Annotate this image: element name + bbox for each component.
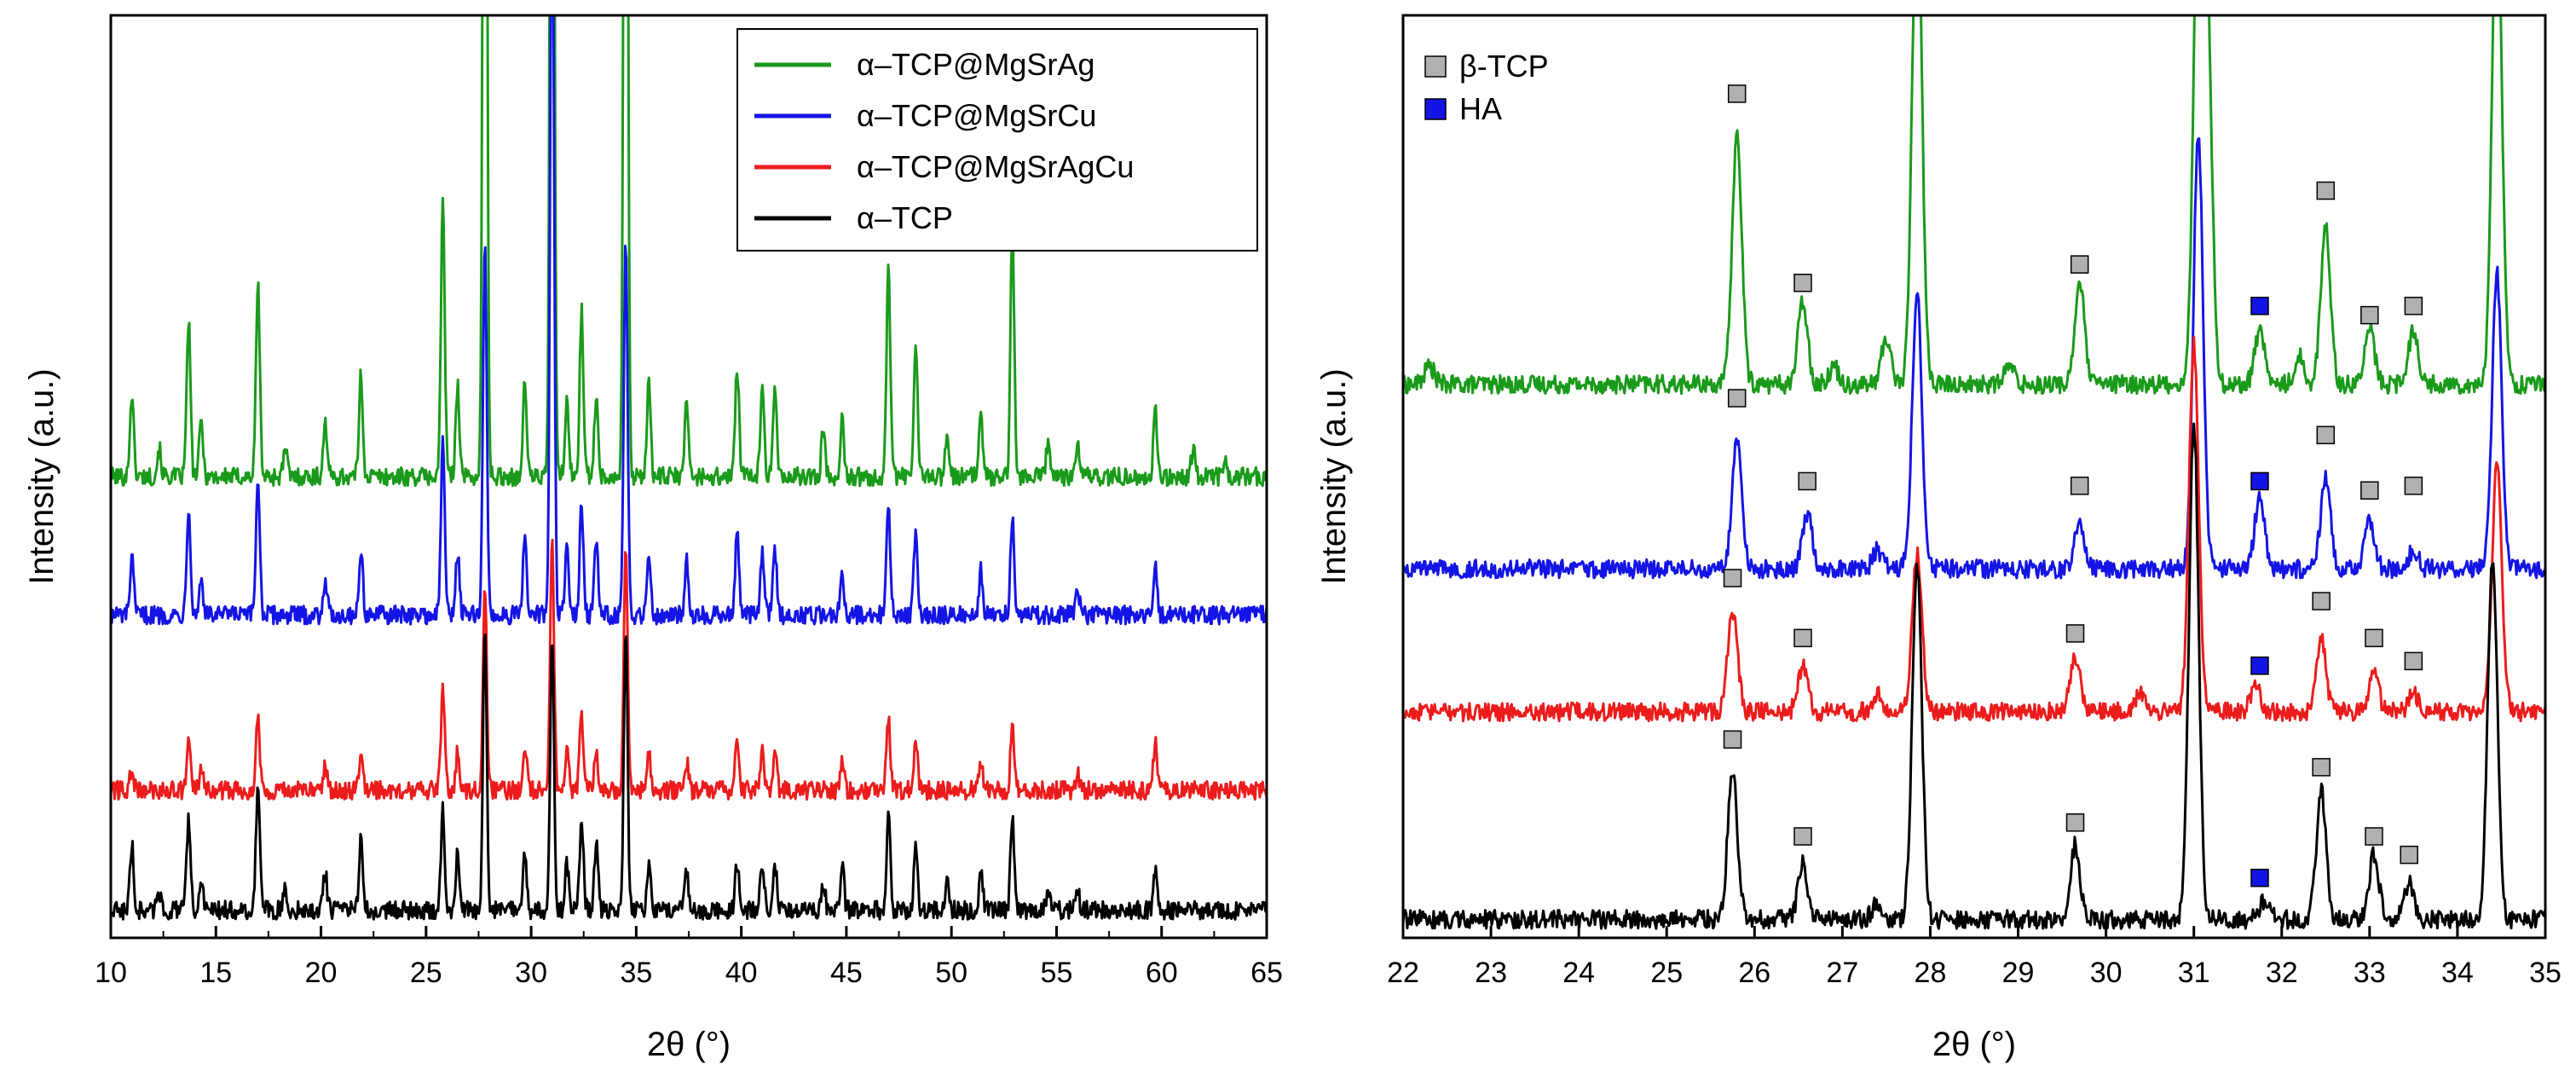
- L-tick-label: 35: [620, 957, 652, 989]
- right-phase-markers: [1723, 84, 2423, 888]
- beta-tcp-marker: [2360, 305, 2379, 325]
- marker-legend-swatch: [1424, 55, 1447, 78]
- ha-marker: [2250, 868, 2269, 888]
- L-tick-label: 55: [1041, 957, 1073, 989]
- R-series-line-3: [1403, 422, 2545, 930]
- beta-tcp-marker: [2365, 628, 2383, 648]
- R-tick-label: 23: [1475, 957, 1507, 989]
- left-legend-entries: α–TCP@MgSrAg α–TCP@MgSrCu α–TCP@MgSrAgCu α–…: [754, 47, 1134, 235]
- L-tick-label: 10: [95, 957, 127, 989]
- R-tick-label: 30: [2090, 957, 2123, 989]
- left-x-ticks: 10 15 20 25 30 35 40 45 50 55 60 65: [95, 926, 1283, 989]
- L-tick-label: 60: [1146, 957, 1178, 989]
- beta-tcp-marker: [1723, 730, 1742, 749]
- legend-label: α–TCP@MgSrAgCu: [857, 149, 1134, 184]
- R-tick-label: 25: [1650, 957, 1683, 989]
- L-series-line-3: [111, 633, 1267, 921]
- legend-label: α–TCP@MgSrAg: [857, 47, 1095, 82]
- beta-tcp-marker: [2404, 297, 2423, 315]
- beta-tcp-marker: [2312, 592, 2331, 610]
- L-tick-label: 20: [305, 957, 338, 989]
- beta-tcp-marker: [1723, 569, 1742, 587]
- right-plot-frame: [1401, 14, 2547, 940]
- L-series-line-0: [111, 15, 1267, 488]
- marker-legend-swatch: [1424, 98, 1447, 120]
- R-tick-label: 33: [2354, 957, 2386, 989]
- R-tick-label: 22: [1387, 957, 1419, 989]
- R-tick-label: 35: [2529, 957, 2562, 989]
- beta-tcp-marker: [2070, 255, 2089, 274]
- beta-tcp-marker: [2316, 425, 2336, 445]
- right-x-axis-label: 2θ (°): [1932, 1026, 2016, 1063]
- R-tick-label: 26: [1738, 957, 1770, 989]
- R-series-line-2: [1403, 335, 2545, 723]
- L-tick-label: 15: [199, 957, 232, 989]
- R-tick-label: 32: [2266, 957, 2298, 989]
- ha-marker: [2250, 656, 2269, 675]
- beta-tcp-marker: [2360, 481, 2379, 500]
- beta-tcp-marker: [1793, 274, 1812, 292]
- beta-tcp-marker: [2065, 813, 2085, 832]
- left-panel: 10 15 20 25 30 35 40 45 50 55 60 65 2θ (°) Intensit…: [23, 14, 1283, 1063]
- R-tick-label: 34: [2441, 957, 2474, 989]
- L-series-line-1: [111, 15, 1267, 626]
- left-x-axis-label: 2θ (°): [647, 1026, 731, 1063]
- left-legend: α–TCP@MgSrAg α–TCP@MgSrCu α–TCP@MgSrAgCu α–…: [736, 28, 1258, 252]
- right-marker-legend: β-TCP HA: [1424, 49, 1549, 126]
- ha-marker: [2250, 297, 2269, 315]
- left-y-axis-label: Intensity (a.u.): [23, 368, 61, 584]
- legend-label: α–TCP@MgSrCu: [857, 98, 1096, 133]
- right-panel: 22 23 24 25 26 27 28 29 30 31 32 33 34 35 2θ (°) Inte…: [1315, 14, 2562, 1063]
- right-y-axis-label: Intensity (a.u.): [1315, 368, 1353, 584]
- beta-tcp-marker: [2070, 477, 2089, 495]
- L-series-line-2: [111, 538, 1267, 801]
- R-tick-label: 29: [2002, 957, 2035, 989]
- L-tick-label: 45: [830, 957, 863, 989]
- right-series-group: [1403, 15, 2545, 930]
- beta-tcp-marker: [1793, 827, 1812, 846]
- beta-tcp-marker: [2316, 181, 2336, 200]
- beta-tcp-marker: [2404, 651, 2423, 671]
- beta-tcp-marker: [2404, 477, 2423, 495]
- left-series-group: [111, 15, 1267, 921]
- L-tick-label: 30: [515, 957, 547, 989]
- beta-tcp-marker: [1798, 471, 1816, 491]
- legend-label: α–TCP: [857, 200, 953, 235]
- R-tick-label: 28: [1915, 957, 1947, 989]
- beta-tcp-marker: [2065, 624, 2085, 643]
- L-tick-label: 50: [935, 957, 967, 989]
- L-tick-label: 40: [725, 957, 758, 989]
- L-tick-label: 25: [410, 957, 442, 989]
- R-tick-label: 24: [1562, 957, 1595, 989]
- L-tick-label: 65: [1250, 957, 1283, 989]
- beta-tcp-marker: [1727, 389, 1747, 408]
- beta-tcp-marker: [2312, 758, 2331, 777]
- R-series-line-0: [1403, 15, 2545, 396]
- beta-tcp-marker: [2400, 845, 2418, 865]
- beta-tcp-marker: [2365, 827, 2383, 846]
- right-x-ticks: 22 23 24 25 26 27 28 29 30 31 32 33 34 35: [1387, 926, 2562, 989]
- R-tick-label: 31: [2178, 957, 2210, 989]
- marker-legend-label: β-TCP: [1459, 49, 1549, 84]
- ha-marker: [2250, 471, 2269, 491]
- beta-tcp-marker: [1727, 84, 1747, 103]
- R-series-line-1: [1403, 137, 2545, 580]
- beta-tcp-marker: [1793, 628, 1812, 648]
- marker-legend-label: HA: [1459, 91, 1502, 126]
- R-tick-label: 27: [1826, 957, 1858, 989]
